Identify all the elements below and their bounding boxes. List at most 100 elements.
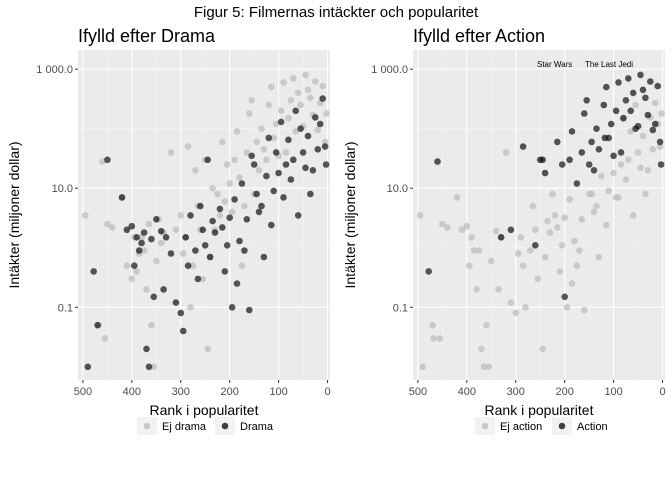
point-ej-drama xyxy=(292,128,300,135)
point-ej-action xyxy=(417,212,424,219)
legend: Ej drama Drama xyxy=(137,417,274,435)
point-drama xyxy=(84,363,92,371)
point-drama xyxy=(172,299,180,306)
point-drama xyxy=(221,268,229,275)
point-ej-drama xyxy=(302,71,309,79)
point-action xyxy=(615,79,622,86)
point-action xyxy=(607,120,615,128)
y-ticks: 0.1 10.0 1 000.0 xyxy=(371,64,413,314)
plot-background xyxy=(413,50,665,380)
point-action xyxy=(595,146,603,153)
point-drama xyxy=(309,167,317,174)
point-ej-drama xyxy=(219,138,226,146)
legend-marker-ej-action xyxy=(481,422,489,430)
point-action xyxy=(649,126,657,134)
point-drama xyxy=(238,180,246,187)
point-action xyxy=(507,226,515,234)
point-drama xyxy=(153,216,160,223)
point-ej-action xyxy=(590,208,598,216)
point-drama xyxy=(265,134,273,142)
point-ej-action xyxy=(534,275,542,283)
point-ej-drama xyxy=(148,321,155,329)
point-ej-action xyxy=(473,286,480,293)
point-drama xyxy=(162,234,170,241)
point-action xyxy=(603,83,610,91)
point-ej-action xyxy=(568,280,576,287)
grid xyxy=(413,50,665,380)
point-ej-action xyxy=(588,190,595,198)
point-drama xyxy=(248,152,255,160)
point-drama xyxy=(226,214,233,221)
point-ej-action xyxy=(656,143,664,150)
x-tick-label: 300 xyxy=(172,386,190,398)
point-ej-drama xyxy=(172,226,180,234)
points xyxy=(82,71,330,371)
point-ej-action xyxy=(632,101,639,109)
point-drama xyxy=(250,161,258,168)
point-action xyxy=(656,138,664,146)
point-ej-action xyxy=(544,217,551,225)
point-drama xyxy=(299,149,307,156)
legend-marker-ej-drama xyxy=(143,422,151,430)
point-ej-action xyxy=(512,309,520,317)
annotation-the-last-jedi: The Last Jedi xyxy=(585,60,633,69)
point-ej-action xyxy=(605,187,612,195)
point-ej-drama xyxy=(297,101,304,109)
point-ej-action xyxy=(617,161,625,168)
point-action xyxy=(617,149,625,156)
point-action xyxy=(519,143,527,150)
point-ej-drama xyxy=(246,110,253,117)
point-drama xyxy=(216,205,224,213)
point-drama xyxy=(90,268,97,275)
point-ej-action xyxy=(566,196,573,203)
point-drama xyxy=(204,156,211,164)
point-action xyxy=(629,89,637,97)
plot-background xyxy=(78,50,330,380)
point-drama xyxy=(135,247,143,254)
point-ej-drama xyxy=(145,220,153,228)
y-axis-label: Intäkter (miljoner dollar) xyxy=(342,141,358,288)
point-drama xyxy=(307,190,314,198)
point-drama xyxy=(104,156,111,164)
point-drama xyxy=(322,161,330,168)
point-action xyxy=(539,156,546,164)
point-drama xyxy=(233,280,241,287)
point-ej-action xyxy=(558,242,566,249)
y-tick-label: 10.0 xyxy=(52,183,73,195)
point-drama xyxy=(209,217,216,225)
point-action xyxy=(639,86,647,94)
point-ej-action xyxy=(483,321,490,329)
point-ej-drama xyxy=(189,262,197,270)
y-tick-label: 0.1 xyxy=(393,302,408,314)
point-action xyxy=(585,161,593,168)
point-drama xyxy=(167,250,175,257)
point-ej-action xyxy=(485,363,493,371)
y-ticks: 0.1 10.0 1 000.0 xyxy=(36,64,78,314)
point-action xyxy=(642,94,649,102)
point-ej-action xyxy=(541,253,549,261)
point-action xyxy=(644,111,652,119)
point-ej-drama xyxy=(253,138,260,146)
point-ej-action xyxy=(556,268,564,275)
point-drama xyxy=(268,221,275,229)
point-action xyxy=(657,161,665,168)
point-ej-drama xyxy=(307,94,314,102)
x-axis-label: Rank i popularitet xyxy=(150,402,259,418)
point-ej-action xyxy=(561,214,568,221)
point-action xyxy=(581,110,588,117)
point-ej-action xyxy=(649,146,657,153)
point-action xyxy=(627,107,634,115)
point-action xyxy=(625,75,632,82)
point-drama xyxy=(177,309,185,317)
point-action xyxy=(600,101,608,109)
point-drama xyxy=(201,242,209,249)
point-ej-action xyxy=(644,167,652,174)
point-ej-action xyxy=(529,202,537,210)
point-action xyxy=(593,125,600,132)
point-drama xyxy=(243,216,251,223)
point-action xyxy=(622,97,630,104)
point-drama xyxy=(302,164,309,172)
point-ej-drama xyxy=(143,286,150,293)
point-ej-drama xyxy=(280,79,287,86)
y-tick-label: 1 000.0 xyxy=(371,64,408,76)
